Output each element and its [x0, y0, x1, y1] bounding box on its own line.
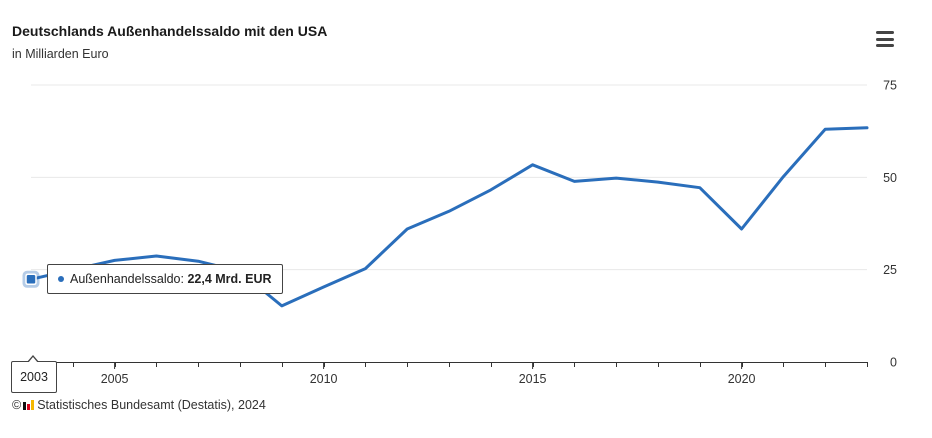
tooltip-label: Außenhandelssaldo:	[70, 272, 188, 286]
y-tick-label: 0	[890, 356, 897, 370]
x-tick-label: 2020	[728, 372, 756, 386]
copyright-symbol: ©	[12, 398, 22, 412]
destatis-logo-icon	[23, 399, 35, 410]
y-tick-label: 75	[883, 79, 897, 93]
chart-credits[interactable]: © Statistisches Bundesamt (Destatis), 202…	[12, 398, 266, 412]
tooltip-value: 22,4 Mrd. EUR	[187, 272, 272, 286]
data-tooltip: Außenhandelssaldo: 22,4 Mrd. EUR	[47, 264, 283, 294]
series-line	[29, 126, 869, 308]
x-tick-label: 2005	[101, 372, 129, 386]
hamburger-menu-icon[interactable]	[872, 28, 898, 50]
credits-text: Statistisches Bundesamt (Destatis), 2024	[37, 398, 266, 412]
chart-title: Deutschlands Außenhandelssaldo mit den U…	[12, 23, 328, 39]
x-tick-label: 2010	[310, 372, 338, 386]
x-tick-label: 2015	[519, 372, 547, 386]
chart-subtitle: in Milliarden Euro	[12, 47, 109, 61]
hover-marker	[25, 273, 37, 286]
series-marker-icon	[58, 275, 64, 282]
hover-halo	[22, 270, 40, 288]
y-tick-label: 25	[883, 263, 897, 277]
x-crosshair-label: 2003	[11, 355, 57, 393]
y-tick-label: 50	[883, 171, 897, 185]
